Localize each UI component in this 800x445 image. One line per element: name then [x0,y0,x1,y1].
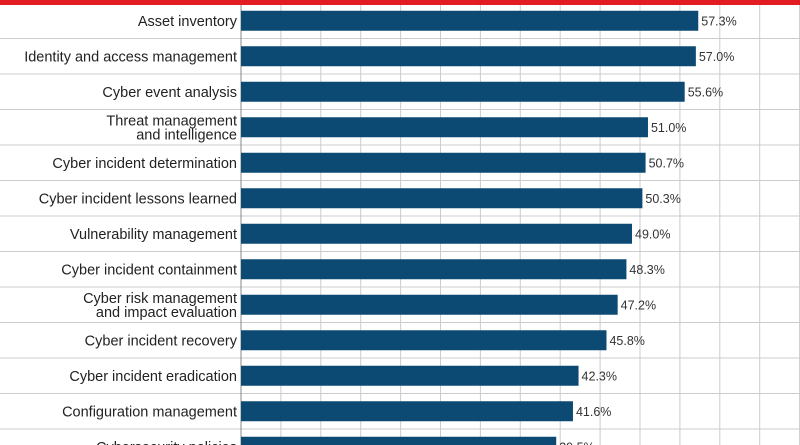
category-label: Cyber incident determination [52,156,237,172]
value-label: 45.8% [609,334,644,348]
value-label: 41.6% [576,405,611,419]
bar [241,117,648,138]
category-label: Cyber incident containment [61,262,237,278]
value-label: 42.3% [582,369,617,383]
bar [241,152,646,173]
value-label: 50.3% [645,192,680,206]
category-label: Threat management and intelligence [106,113,237,143]
category-label: Configuration management [62,404,237,420]
value-label: 55.6% [688,85,723,99]
value-label: 57.0% [699,50,734,64]
bar [241,259,627,280]
value-labels: 57.3% 57.0% 55.6% 51.0% 50.7% 50.3% 49.0% 48.3%… [559,14,736,445]
value-label: 51.0% [651,121,686,135]
value-label: 50.7% [649,156,684,170]
bar [241,188,643,209]
category-label: Asset inventory [138,14,238,30]
value-label: 39.5% [559,440,594,445]
category-label: Cyber event analysis [102,85,237,101]
category-label: Vulnerability management [70,227,237,243]
category-labels: Asset inventory Identity and access manag… [24,14,238,445]
category-label: Cyber incident eradication [69,369,237,385]
bar [241,10,699,31]
top-accent-bar [0,0,800,5]
bar [241,436,557,445]
bar [241,46,696,67]
bars [241,10,699,445]
category-label: Cybersecurity policies [96,440,237,445]
bar [241,330,607,351]
value-label: 57.3% [701,14,736,28]
bar [241,294,618,315]
bar [241,81,685,102]
bar [241,223,633,244]
category-label: Cyber incident recovery [85,333,238,349]
value-label: 48.3% [629,263,664,277]
category-label: Cyber incident lessons learned [39,191,237,207]
value-label: 49.0% [635,227,670,241]
value-label: 47.2% [621,298,656,312]
category-label: Cyber risk management and impact evaluati… [83,291,237,321]
category-label: Identity and access management [24,49,237,65]
bar [241,401,573,422]
bar [241,365,579,386]
